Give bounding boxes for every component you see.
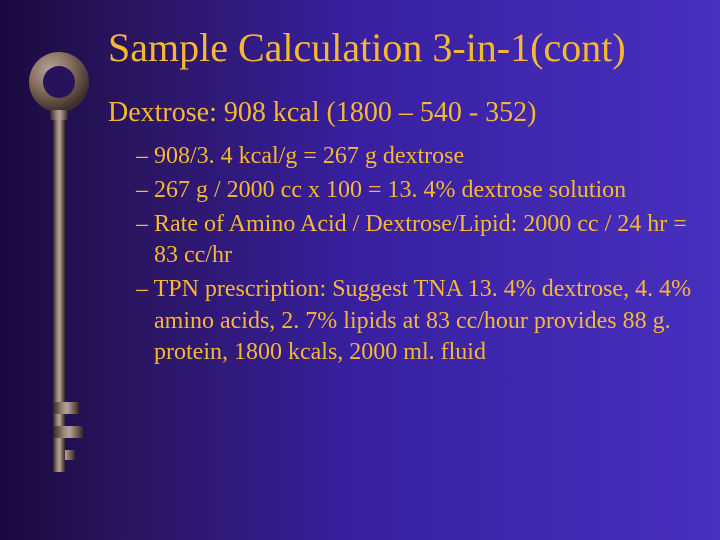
bullet-item: – Rate of Amino Acid / Dextrose/Lipid: 2… bbox=[136, 209, 704, 272]
slide-title: Sample Calculation 3-in-1(cont) bbox=[108, 26, 704, 69]
slide-heading: Dextrose: 908 kcal (1800 – 540 - 352) bbox=[108, 97, 704, 129]
bullet-item: – 908/3. 4 kcal/g = 267 g dextrose bbox=[136, 141, 704, 173]
bullet-item: – 267 g / 2000 cc x 100 = 13. 4% dextros… bbox=[136, 175, 704, 207]
bullet-list: – 908/3. 4 kcal/g = 267 g dextrose – 267… bbox=[108, 141, 704, 369]
key-decoration bbox=[28, 42, 90, 502]
slide-content: Sample Calculation 3-in-1(cont) Dextrose… bbox=[108, 26, 704, 371]
bullet-item: – TPN prescription: Suggest TNA 13. 4% d… bbox=[136, 274, 704, 369]
